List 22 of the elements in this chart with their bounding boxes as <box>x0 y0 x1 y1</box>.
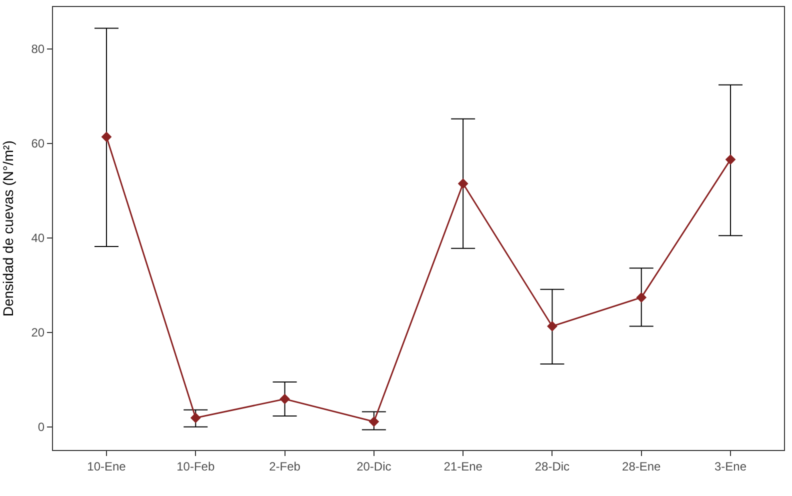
x-tick-label: 3-Ene <box>714 459 747 474</box>
point <box>190 412 201 424</box>
x-tick-label: 2-Feb <box>269 459 301 474</box>
y-tick-label: 20 <box>31 326 45 340</box>
point <box>368 416 380 427</box>
x-tick-label: 10-Feb <box>176 459 215 474</box>
point <box>547 321 558 332</box>
y-axis-title: Densidad de cuevas (N°/m²) <box>0 140 16 316</box>
x-tick-label: 21-Ene <box>444 459 483 474</box>
x-tick-label: 28-Dic <box>534 459 570 474</box>
x-tick-label: 10-Ene <box>87 459 126 474</box>
y-tick-label: 80 <box>31 42 45 56</box>
point <box>280 394 290 404</box>
point <box>636 292 647 303</box>
point <box>101 132 112 142</box>
y-tick-label: 40 <box>31 231 45 246</box>
y-tick-label: 60 <box>31 136 45 151</box>
x-tick-label: 28-Ene <box>622 459 662 474</box>
x-tick-label: 20-Dic <box>356 459 392 474</box>
y-tick-label: 0 <box>38 420 45 434</box>
point <box>458 178 468 189</box>
point <box>725 154 736 165</box>
